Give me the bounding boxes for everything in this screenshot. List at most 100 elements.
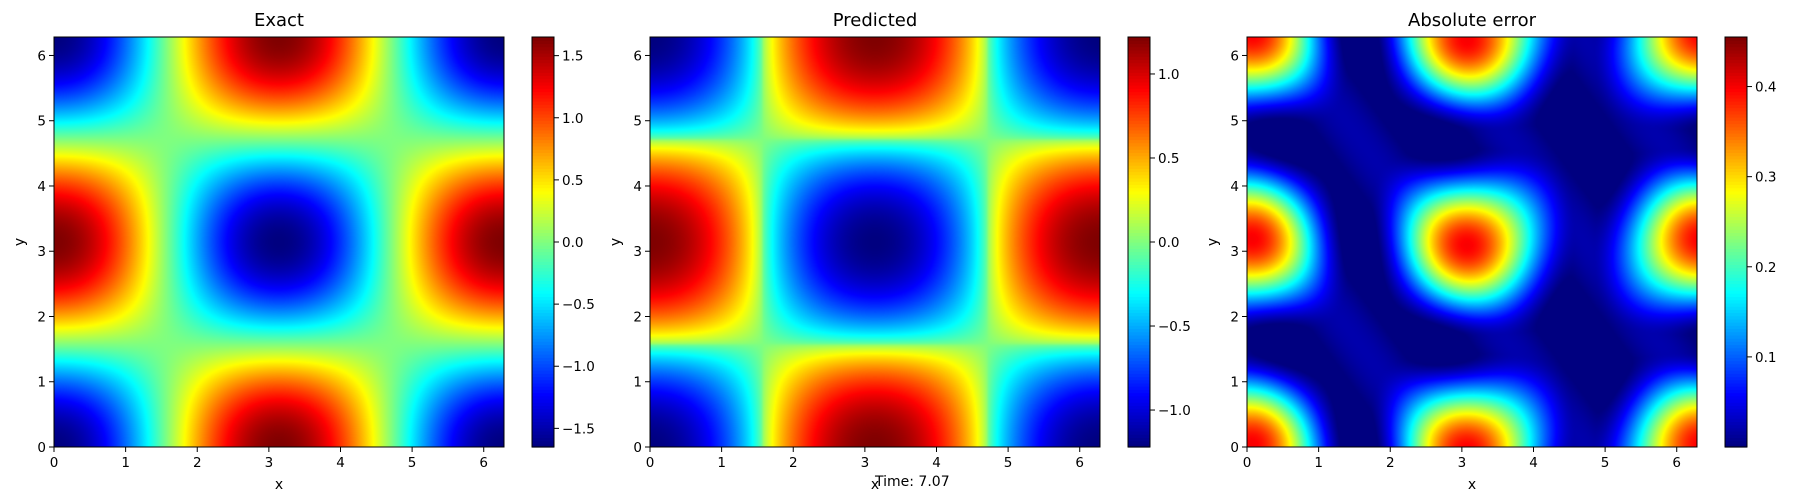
colorbar-segment	[1128, 72, 1150, 77]
colorbar-segment	[1128, 69, 1150, 73]
colorbar-segment	[1128, 165, 1150, 169]
colorbar-segment	[1128, 139, 1150, 144]
colorbar-segment	[532, 334, 554, 339]
y-tick-label: 5	[37, 114, 46, 130]
chart-panel-2: Predicted 0 1 2 3 4 5 6 0 1 2 3 4 5 6 x y −1.0 −0.5 0.0 0.5 1…	[608, 10, 1191, 493]
colorbar-segment	[532, 245, 554, 250]
colorbar-segment	[1725, 49, 1747, 54]
colorbar-segment	[1725, 270, 1747, 275]
x-tick-label: 4	[932, 455, 941, 471]
colorbar-segment	[532, 357, 554, 362]
colorbar-tick-label: −1.5	[562, 421, 595, 437]
colorbar-segment	[1128, 379, 1150, 384]
colorbar-segment	[1128, 203, 1150, 208]
x-tick-label: 6	[1075, 455, 1084, 471]
colorbar-segment	[1128, 386, 1150, 390]
colorbar-segment	[532, 216, 554, 221]
colorbar-segment	[532, 117, 554, 121]
colorbar-segment	[1128, 174, 1150, 179]
colorbar-segment	[1128, 85, 1150, 89]
colorbar-segment	[1128, 430, 1150, 435]
colorbar-segment	[532, 306, 554, 310]
colorbar-segment	[532, 254, 554, 259]
colorbar-segment	[1128, 91, 1150, 96]
colorbar-segment	[532, 174, 554, 179]
colorbar-segment	[1725, 37, 1747, 41]
colorbar-segment	[1128, 149, 1150, 153]
colorbar-segment	[532, 344, 554, 349]
colorbar-segment	[1128, 213, 1150, 217]
colorbar-segment	[1725, 139, 1747, 144]
colorbar-segment	[1725, 101, 1747, 105]
colorbar-segment	[1128, 443, 1150, 448]
colorbar-segment	[1725, 65, 1747, 70]
colorbar-segment	[1725, 430, 1747, 435]
colorbar-segment	[1725, 437, 1747, 442]
colorbar-segment	[1128, 296, 1150, 301]
colorbar-segment	[1725, 190, 1747, 195]
colorbar-segment	[1725, 443, 1747, 448]
colorbar-segment	[1128, 155, 1150, 160]
colorbar-segment	[532, 40, 554, 45]
colorbar-segment	[532, 338, 554, 342]
colorbar-segment	[1128, 161, 1150, 166]
colorbar-segment	[1128, 306, 1150, 310]
colorbar-segment	[532, 152, 554, 157]
colorbar: −1.0 −0.5 0.0 0.5 1.0	[1127, 36, 1191, 448]
colorbar-segment	[532, 366, 554, 371]
colorbar-segment	[532, 331, 554, 336]
colorbar-segment	[1725, 315, 1747, 320]
colorbar-segment	[532, 293, 554, 298]
colorbar-segment	[1128, 113, 1150, 118]
colorbar-segment	[1128, 56, 1150, 61]
colorbar-segment	[532, 203, 554, 208]
colorbar-tick-label: −0.5	[1158, 319, 1191, 335]
colorbar-segment	[532, 238, 554, 243]
colorbar-segment	[532, 350, 554, 355]
colorbar-segment	[532, 437, 554, 442]
colorbar-segment	[1128, 395, 1150, 400]
colorbar-segment	[1725, 40, 1747, 45]
y-tick-label: 5	[633, 114, 642, 130]
colorbar-segment	[532, 193, 554, 198]
colorbar-segment	[532, 395, 554, 400]
colorbar-segment	[532, 430, 554, 435]
colorbar-segment	[1128, 274, 1150, 278]
colorbar-segment	[1725, 177, 1747, 182]
x-tick-label: 5	[408, 455, 417, 471]
colorbar-segment	[1725, 418, 1747, 422]
colorbar-segment	[532, 418, 554, 422]
colorbar-segment	[1128, 248, 1150, 253]
colorbar-segment	[532, 414, 554, 419]
colorbar-segment	[532, 101, 554, 105]
colorbar-segment	[1725, 88, 1747, 93]
colorbar-segment	[1725, 53, 1747, 57]
colorbar-segment	[1128, 75, 1150, 80]
heatmap-image	[54, 37, 504, 447]
x-tick-label: 4	[1529, 455, 1538, 471]
colorbar-segment	[1725, 200, 1747, 205]
colorbar-segment	[1128, 254, 1150, 259]
colorbar-segment	[1128, 216, 1150, 221]
colorbar-segment	[1725, 149, 1747, 153]
x-axis-label: x	[275, 477, 283, 493]
colorbar-tick-label: 0.3	[1755, 170, 1776, 186]
colorbar-segment	[1725, 72, 1747, 77]
colorbar-segment	[1128, 142, 1150, 147]
colorbar-segment	[1725, 421, 1747, 426]
colorbar-segment	[1128, 309, 1150, 314]
axes-frame	[1246, 36, 1698, 448]
colorbar-segment	[532, 248, 554, 253]
colorbar: −1.5 −1.0 −0.5 0.0 0.5 1.0 1.5	[531, 36, 595, 448]
colorbar-segment	[1725, 296, 1747, 301]
colorbar-segment	[1725, 69, 1747, 73]
colorbar-segment	[532, 376, 554, 381]
colorbar-segment	[1128, 299, 1150, 304]
colorbar-segment	[1725, 229, 1747, 233]
y-tick-label: 0	[37, 440, 46, 456]
y-axis-label: y	[608, 238, 624, 246]
colorbar-segment	[1725, 302, 1747, 307]
colorbar-segment	[1725, 81, 1747, 86]
colorbar-segment	[1725, 168, 1747, 173]
